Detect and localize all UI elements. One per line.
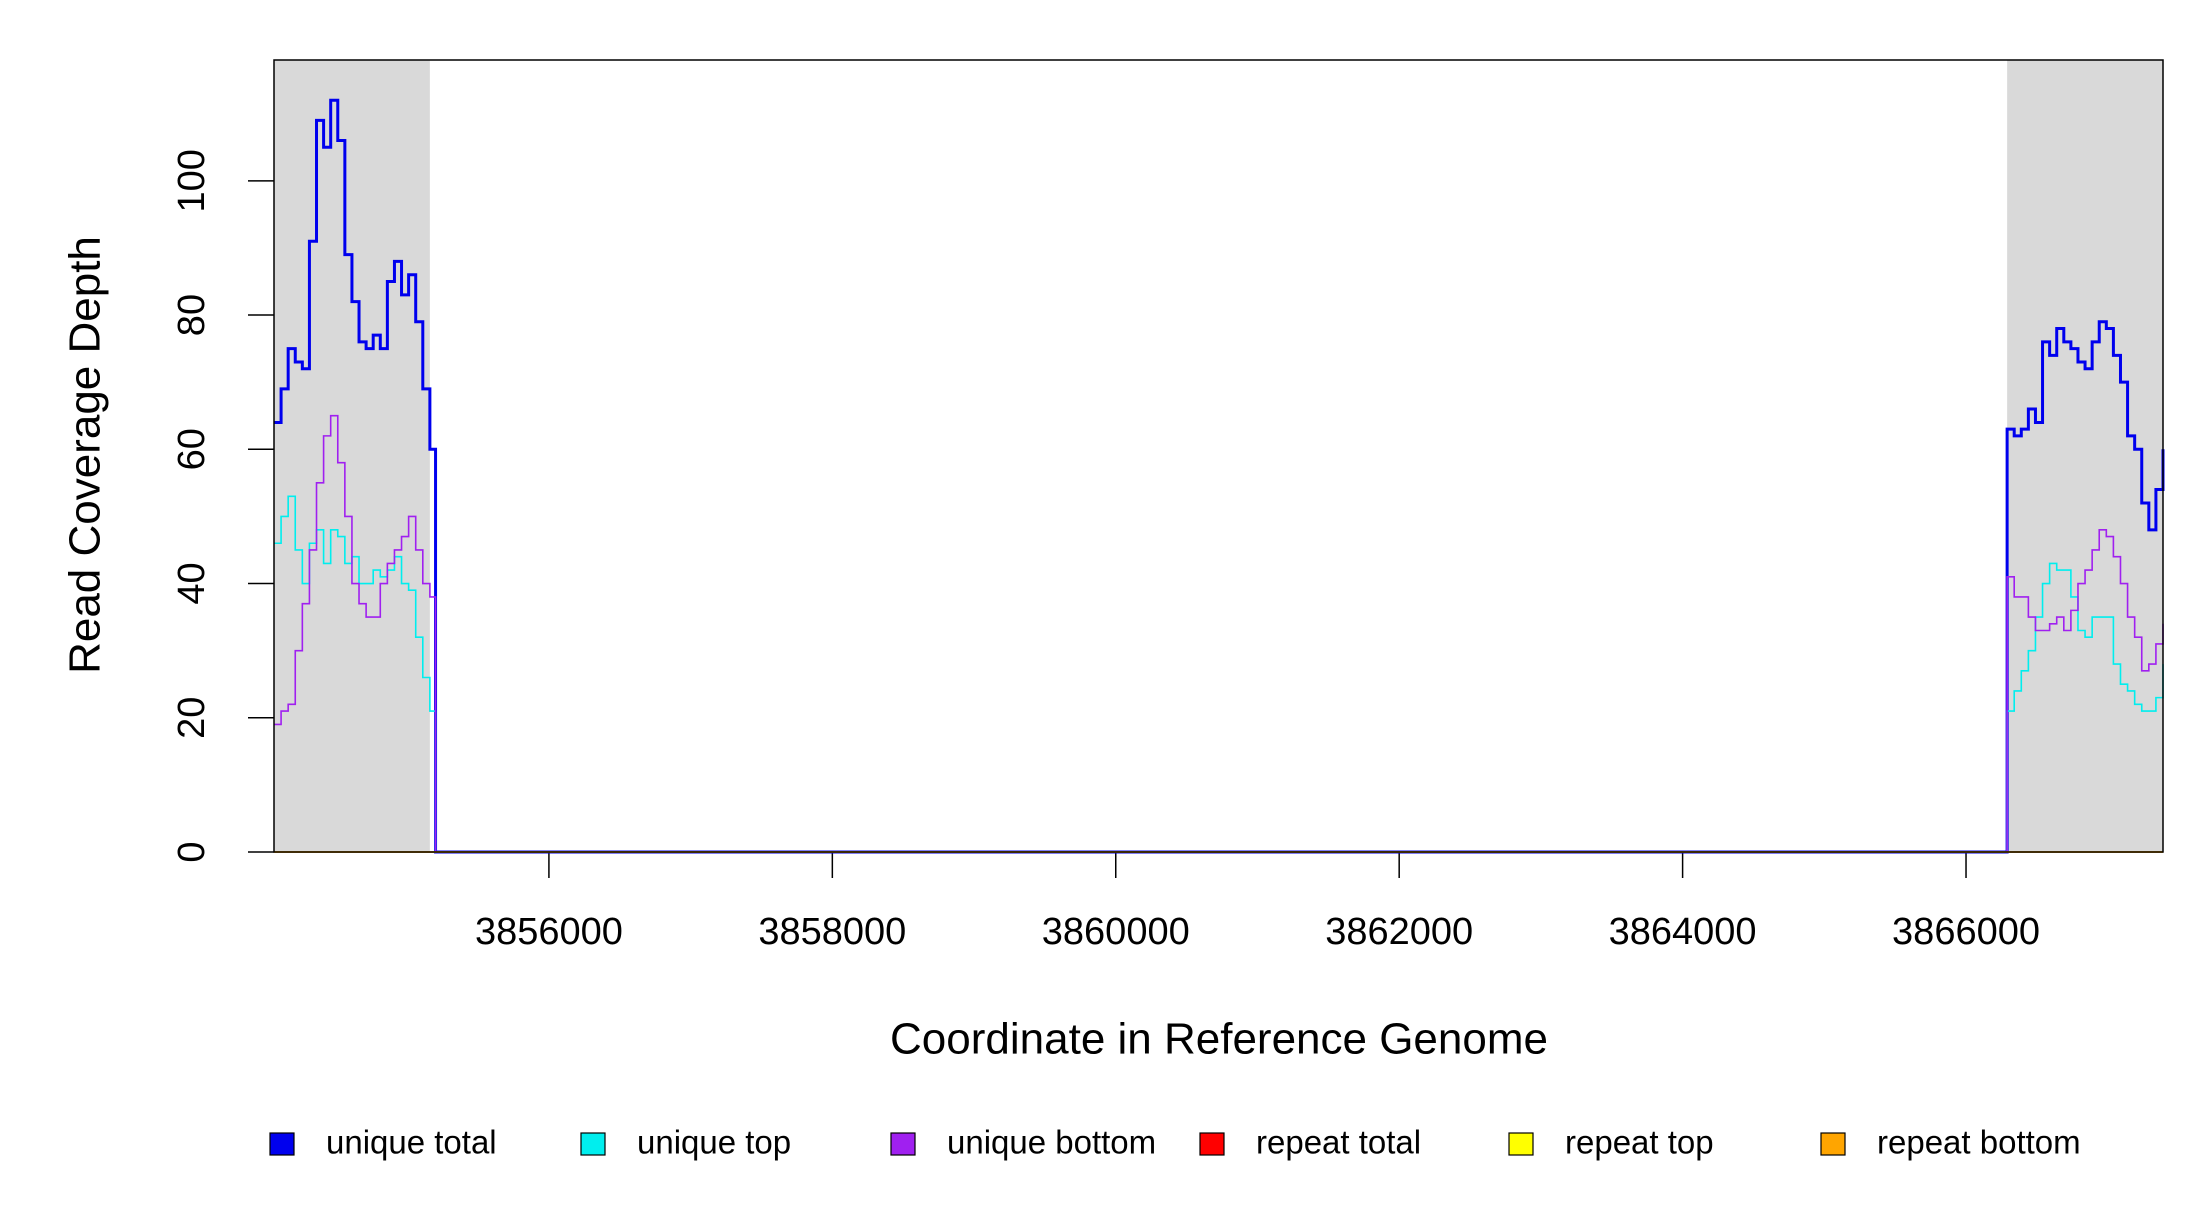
y-tick-label: 20 bbox=[171, 697, 213, 739]
series-line bbox=[274, 495, 2164, 853]
y-tick-label: 100 bbox=[171, 149, 213, 212]
shaded-region bbox=[2007, 60, 2163, 852]
legend-label: unique top bbox=[637, 1124, 791, 1161]
x-tick-label: 3860000 bbox=[1042, 911, 1190, 953]
legend-swatch bbox=[1199, 1132, 1225, 1156]
legend-swatch bbox=[269, 1132, 295, 1156]
legend-label: repeat top bbox=[1565, 1124, 1714, 1161]
legend-label: unique total bbox=[326, 1124, 497, 1161]
y-tick-label: 40 bbox=[171, 562, 213, 604]
x-tick-label: 3864000 bbox=[1609, 911, 1757, 953]
legend-item: unique total bbox=[269, 1124, 497, 1161]
y-tick-label: 0 bbox=[171, 841, 213, 862]
series-line bbox=[274, 98, 2165, 854]
legend-item: repeat total bbox=[1199, 1124, 1421, 1161]
legend-swatch bbox=[890, 1132, 916, 1156]
legend-item: unique bottom bbox=[890, 1124, 1156, 1161]
legend-swatch bbox=[580, 1132, 606, 1156]
legend-item: unique top bbox=[580, 1124, 791, 1161]
x-tick-label: 3866000 bbox=[1892, 911, 2040, 953]
y-tick-label: 60 bbox=[171, 428, 213, 470]
x-tick-label: 3858000 bbox=[758, 911, 906, 953]
series-line bbox=[274, 414, 2164, 853]
y-axis-title: Read Coverage Depth bbox=[61, 236, 110, 674]
legend-label: unique bottom bbox=[947, 1124, 1156, 1161]
x-tick-label: 3856000 bbox=[475, 911, 623, 953]
x-axis-title: Coordinate in Reference Genome bbox=[890, 1015, 1548, 1064]
legend-swatch bbox=[1820, 1132, 1846, 1156]
plot-frame bbox=[273, 59, 2164, 853]
legend-label: repeat bottom bbox=[1877, 1124, 2081, 1161]
legend-item: repeat bottom bbox=[1820, 1124, 2081, 1161]
y-tick-label: 80 bbox=[171, 294, 213, 336]
legend-item: repeat top bbox=[1508, 1124, 1714, 1161]
legend-swatch bbox=[1508, 1132, 1534, 1156]
shaded-region bbox=[274, 60, 430, 852]
legend-label: repeat total bbox=[1256, 1124, 1421, 1161]
x-tick-label: 3862000 bbox=[1325, 911, 1473, 953]
